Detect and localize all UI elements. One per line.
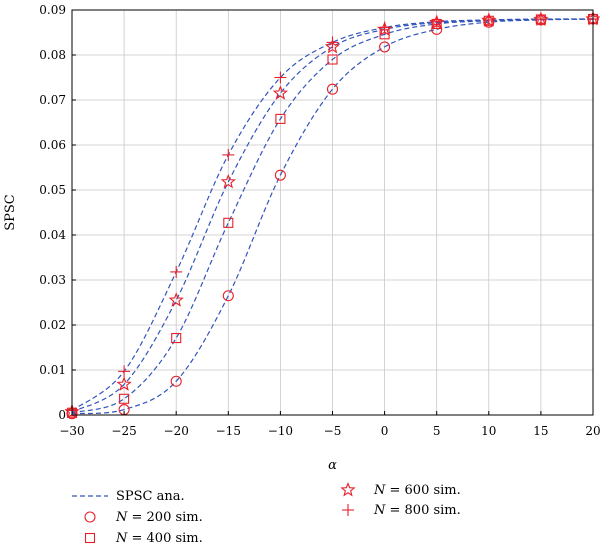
x-tick-label: 10 [481, 424, 496, 438]
plus-marker [170, 265, 183, 278]
y-tick-label: 0.08 [39, 48, 66, 62]
y-axis-label: SPSC [3, 194, 18, 231]
plus-marker [378, 21, 391, 34]
square-marker [223, 217, 234, 228]
legend-entry: SPSC ana. [72, 489, 185, 504]
star-marker [272, 85, 289, 100]
x-tick-label: −15 [216, 424, 241, 438]
legend-entry: N = 600 sim. [340, 481, 461, 498]
plus-marker [534, 13, 547, 25]
y-tick-label: 0.04 [39, 228, 66, 242]
y-tick-label: 0.02 [39, 318, 66, 332]
circle-marker [326, 83, 339, 95]
x-axis-label: α [328, 458, 337, 473]
legend-label: N = 600 sim. [373, 483, 461, 498]
y-tick-label: 0 [58, 408, 66, 422]
x-axis-ticks: −30 −25 −20 −15 −10 −5 0 5 10 15 20 [59, 411, 600, 438]
plus-marker [118, 365, 131, 378]
legend-label: N = 200 sim. [115, 510, 203, 525]
grid-lines [71, 9, 594, 416]
plus-marker [326, 36, 339, 49]
x-tick-label: 15 [533, 424, 548, 438]
x-tick-label: 5 [433, 424, 441, 438]
y-axis-ticks: 0 0.01 0.02 0.03 0.04 0.05 0.06 0.07 0.08 0.09 [39, 3, 76, 422]
legend-star-symbol [340, 481, 356, 497]
legend-square-symbol [84, 532, 96, 544]
star-marker [324, 38, 341, 54]
x-tick-label: −5 [324, 424, 342, 438]
y-tick-label: 0.03 [39, 273, 66, 287]
legend-entry: N = 400 sim. [84, 531, 203, 546]
square-marker [275, 113, 286, 124]
legend-plus-symbol [342, 504, 354, 516]
legend-circle-symbol [84, 511, 96, 523]
x-tick-label: −30 [59, 424, 84, 438]
circle-marker [379, 41, 391, 53]
simulation-markers [64, 10, 600, 420]
star-marker [220, 173, 236, 189]
circle-marker [274, 169, 286, 181]
y-tick-label: 0.05 [39, 183, 66, 197]
circle-marker [170, 375, 182, 387]
square-marker [171, 332, 182, 344]
square-marker [119, 393, 130, 404]
y-tick-label: 0.06 [39, 138, 66, 152]
legend-label: N = 400 sim. [115, 531, 203, 546]
y-tick-label: 0.01 [39, 363, 66, 377]
x-tick-label: 0 [381, 424, 389, 438]
x-tick-label: −20 [164, 424, 189, 438]
circle-marker [222, 290, 234, 302]
y-tick-label: 0.09 [39, 3, 66, 17]
x-tick-label: −10 [268, 424, 293, 438]
y-tick-label: 0.07 [39, 93, 66, 107]
star-marker [116, 376, 132, 391]
plus-marker [430, 15, 443, 28]
x-tick-label: −25 [111, 424, 136, 438]
plus-marker [482, 13, 495, 26]
plus-marker [274, 71, 287, 84]
legend-label: N = 800 sim. [373, 503, 461, 518]
x-tick-label: 20 [585, 424, 600, 438]
legend-label: SPSC ana. [116, 489, 185, 504]
legend-entry: N = 800 sim. [342, 503, 461, 518]
plus-marker [222, 148, 235, 161]
star-marker [168, 292, 184, 307]
legend-entry: N = 200 sim. [84, 510, 203, 525]
legend: SPSC ana. N = 200 sim. N = 400 sim. N = 600… [72, 481, 461, 546]
square-marker [327, 54, 338, 65]
